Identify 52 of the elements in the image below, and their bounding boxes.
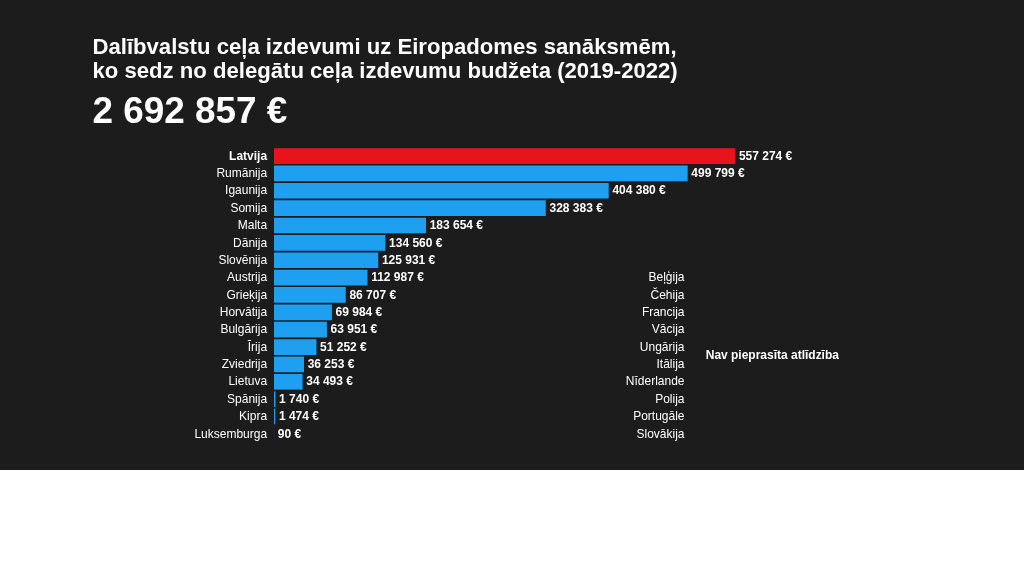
data-label: 134 560 € — [389, 235, 443, 250]
y-tick-label: Rumānija — [216, 166, 268, 181]
bar — [273, 148, 736, 164]
y-tick-label: Lietuva — [228, 374, 268, 389]
data-label: 499 799 € — [691, 166, 746, 181]
annotation: Vācija — [651, 322, 685, 337]
chart-subtitle: 2 692 857 € — [92, 90, 288, 132]
y-tick-label: Grieķija — [226, 287, 268, 302]
annotation: Slovākija — [636, 426, 685, 441]
y-tick-label: Latvija — [229, 148, 268, 163]
data-label: 1 474 € — [278, 409, 320, 424]
data-label: 51 252 € — [320, 339, 368, 354]
y-tick-label: Spānija — [227, 391, 268, 406]
bar — [273, 356, 304, 373]
annotation: Nīderlande — [625, 374, 685, 389]
bar — [273, 269, 368, 286]
bar — [273, 217, 426, 234]
data-label: 112 987 € — [371, 270, 425, 285]
data-label: 183 654 € — [429, 218, 484, 233]
y-tick-label: Igaunija — [225, 183, 268, 198]
data-label: 36 253 € — [307, 357, 355, 372]
y-tick-label: Malta — [237, 218, 268, 233]
bar — [273, 165, 688, 182]
data-label: 328 383 € — [549, 200, 604, 215]
y-tick-label: Somija — [230, 200, 268, 215]
y-tick-label: Īrija — [247, 339, 268, 354]
data-label: 125 931 € — [381, 252, 436, 267]
annotation: Polija — [655, 391, 685, 406]
annotation: Nav pieprasīta atlīdzība — [705, 348, 840, 363]
y-tick-label: Bulgārija — [220, 322, 268, 337]
data-label: 404 380 € — [612, 183, 667, 198]
chart-title: Dalībvalstu ceļa izdevumi uz Eiropadomes sanāksmēm, ko sedz no delegātu ceļa izdevumu budžeta (2019-2022) — [92, 34, 678, 84]
data-label: 1 740 € — [279, 391, 320, 406]
y-tick-label: Slovēnija — [218, 252, 268, 267]
y-tick-label: Austrija — [227, 270, 268, 285]
y-tick-label: Kipra — [239, 409, 268, 424]
y-tick-label: Zviedrija — [221, 357, 268, 372]
y-tick-label: Luksemburga — [194, 426, 268, 441]
annotation: Ungārija — [639, 339, 685, 354]
annotation: Portugāle — [633, 409, 685, 424]
data-label: 34 493 € — [306, 374, 354, 389]
y-tick-label: Dānija — [233, 235, 268, 250]
data-label: 557 274 € — [738, 148, 793, 163]
annotation: Itālija — [656, 357, 685, 372]
y-tick-label: Horvātija — [219, 305, 268, 320]
annotation: Čehija — [650, 286, 685, 302]
data-label: 63 951 € — [330, 322, 378, 337]
data-label: 90 € — [277, 426, 302, 441]
data-label: 86 707 € — [349, 287, 397, 302]
annotation: Francija — [641, 305, 685, 320]
data-label: 69 984 € — [335, 305, 383, 320]
annotation: Beļģija — [648, 270, 685, 285]
